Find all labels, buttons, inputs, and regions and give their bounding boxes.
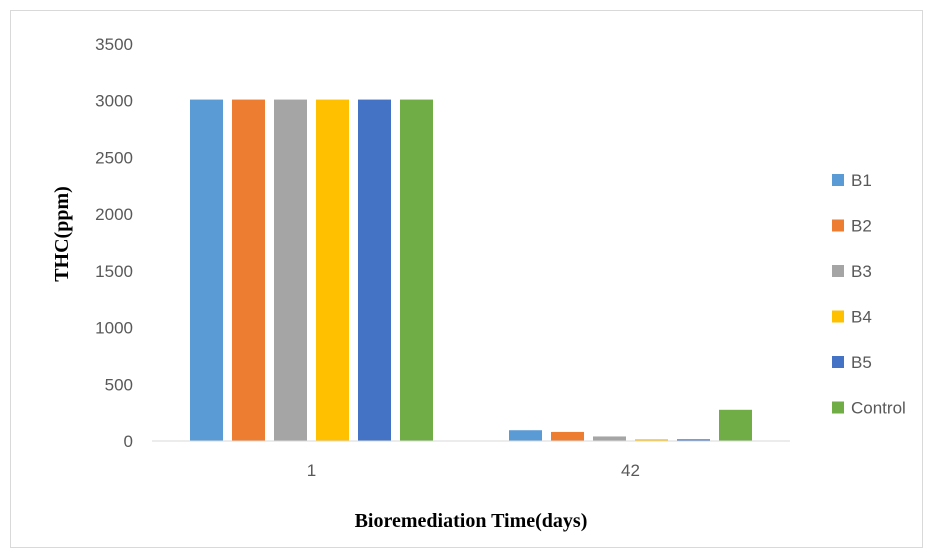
bar-b3-day-1: [274, 99, 307, 441]
bar-b3-day-42: [593, 436, 626, 441]
legend-label-b2: B2: [851, 217, 872, 236]
bar-b5-day-1: [358, 99, 391, 441]
bar-b4-day-42: [635, 439, 668, 441]
y-tick-label: 500: [105, 375, 133, 394]
legend-swatch-b3: [832, 265, 844, 277]
y-tick-label: 2500: [95, 148, 133, 167]
legend: B1 B2 B3 B4 B5 Control: [832, 171, 906, 418]
bar-b1-day-1: [190, 99, 223, 441]
x-axis-title: Bioremediation Time(days): [355, 510, 588, 532]
x-axis-ticks: 1 42: [307, 461, 640, 480]
legend-swatch-b4: [832, 310, 844, 323]
x-tick-label: 42: [621, 461, 640, 480]
y-tick-label: 0: [124, 432, 133, 451]
y-axis-title: THC(ppm): [51, 186, 73, 282]
y-tick-label: 1000: [95, 319, 133, 338]
bar-b2-day-1: [232, 99, 265, 441]
legend-label-b3: B3: [851, 262, 872, 281]
bar-b2-day-42: [551, 431, 584, 441]
legend-swatch-b5: [832, 356, 844, 368]
y-tick-label: 3000: [95, 92, 133, 111]
x-tick-label: 1: [307, 461, 316, 480]
y-tick-label: 2000: [95, 205, 133, 224]
bars: [190, 99, 752, 441]
legend-swatch-b2: [832, 219, 844, 232]
chart-area: [10, 10, 923, 548]
bar-control-day-42: [719, 409, 752, 441]
legend-swatch-control: [832, 401, 844, 414]
legend-label-b5: B5: [851, 353, 872, 372]
legend-swatch-b1: [832, 174, 844, 186]
bar-b1-day-42: [509, 430, 542, 441]
bar-b5-day-42: [677, 439, 710, 441]
legend-label-control: Control: [851, 399, 906, 418]
legend-label-b4: B4: [851, 308, 872, 327]
y-tick-label: 1500: [95, 262, 133, 281]
y-axis-ticks: 0 500 1000 1500 2000 2500 3000 3500: [95, 35, 133, 451]
bar-b4-day-1: [316, 99, 349, 441]
bar-control-day-1: [400, 99, 433, 441]
legend-label-b1: B1: [851, 171, 872, 190]
y-tick-label: 3500: [95, 35, 133, 54]
